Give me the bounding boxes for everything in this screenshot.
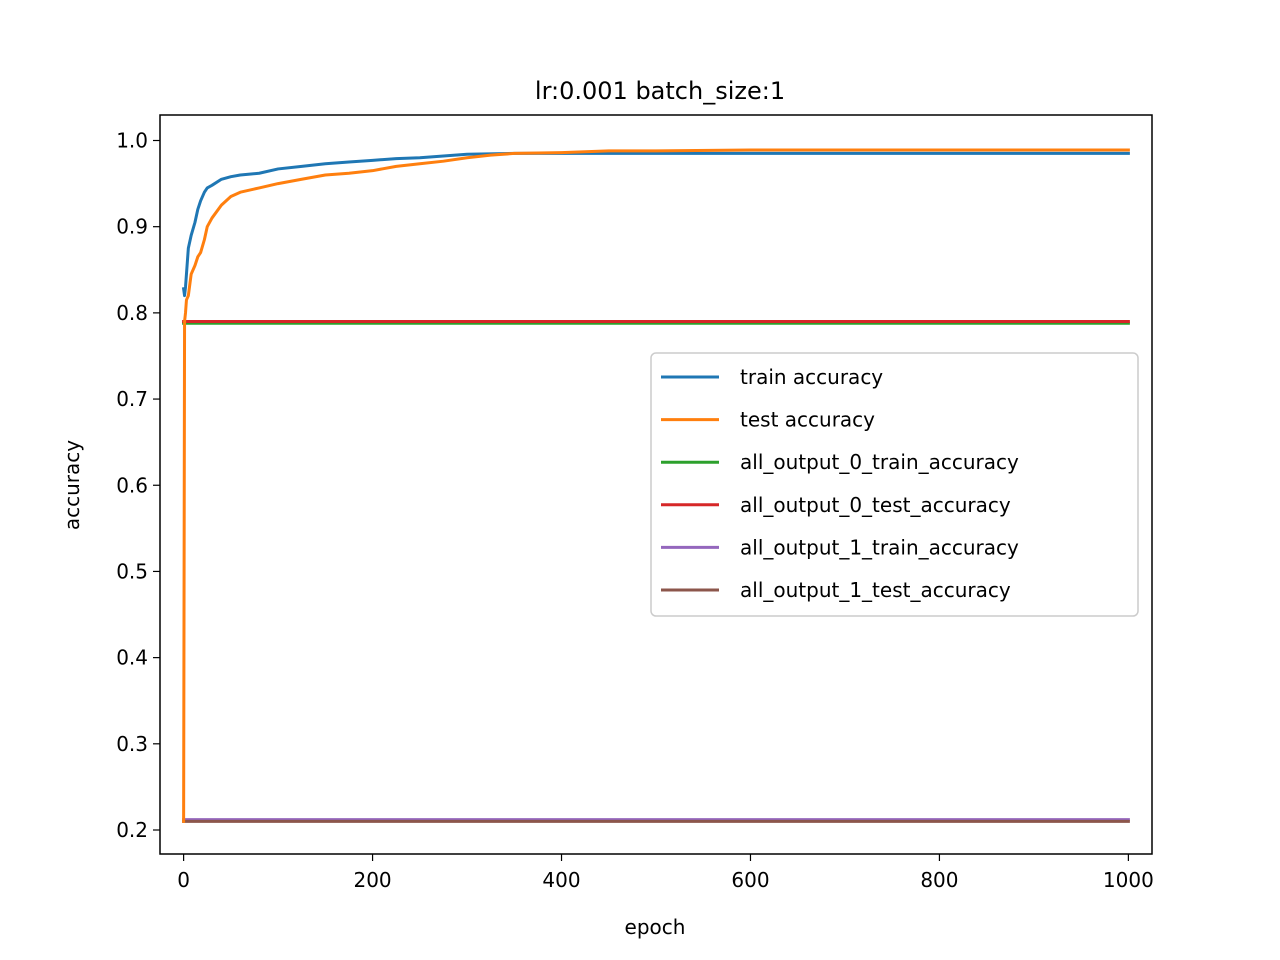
x-tick-label: 1000 <box>1103 868 1154 892</box>
x-tick-label: 200 <box>353 868 391 892</box>
legend: train accuracy test accuracy all_output_0_… <box>650 352 1139 617</box>
legend-label: all_output_0_test_accuracy <box>740 493 1011 517</box>
x-axis-label: epoch <box>625 915 686 939</box>
y-tick-label: 1.0 <box>116 129 148 153</box>
x-tick-label: 0 <box>177 868 190 892</box>
y-tick-label: 0.4 <box>116 646 148 670</box>
y-tick-label: 0.8 <box>116 301 148 325</box>
y-axis-label: accuracy <box>60 440 84 530</box>
legend-label: all_output_0_train_accuracy <box>740 450 1019 474</box>
legend-label: train accuracy <box>740 365 883 389</box>
legend-label: all_output_1_train_accuracy <box>740 535 1019 559</box>
series-lines <box>181 148 1130 823</box>
y-tick-label: 0.5 <box>116 559 148 583</box>
chart-title: lr:0.001 batch_size:1 <box>535 77 785 105</box>
series-line-test-accuracy <box>182 148 1130 823</box>
y-tick-label: 0.7 <box>116 387 148 411</box>
legend-label: test accuracy <box>740 408 875 432</box>
x-tick-label: 600 <box>731 868 769 892</box>
y-tick-label: 0.6 <box>116 473 148 497</box>
x-tick-label: 800 <box>920 868 958 892</box>
legend-box <box>650 352 1139 617</box>
y-axis-ticks: 0.2 0.3 0.4 0.5 0.6 0.7 0.8 0.9 1.0 <box>116 129 160 842</box>
x-tick-label: 400 <box>542 868 580 892</box>
y-tick-label: 0.3 <box>116 732 148 756</box>
y-tick-label: 0.2 <box>116 818 148 842</box>
legend-label: all_output_1_test_accuracy <box>740 578 1011 602</box>
x-axis-ticks: 0 200 400 600 800 1000 <box>177 854 1154 892</box>
plot-area-frame <box>159 114 1153 855</box>
series-line-train-accuracy <box>181 151 1130 298</box>
y-tick-label: 0.9 <box>116 215 148 239</box>
